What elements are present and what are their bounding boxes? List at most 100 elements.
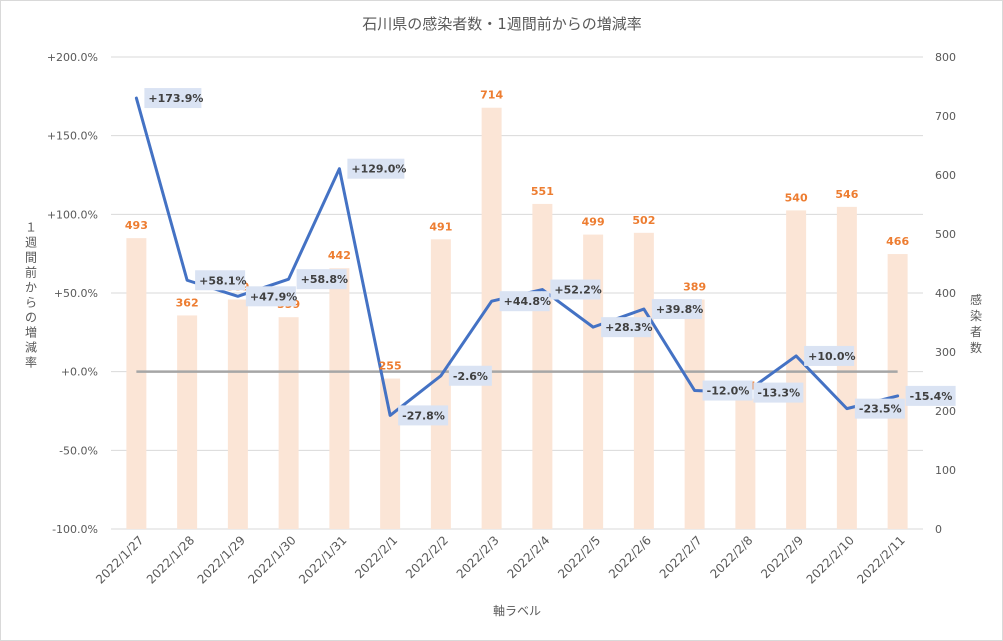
line-data-label: +129.0% [351,163,406,176]
bar [633,232,654,529]
line-label-box [195,270,246,291]
x-tick-label: 2022/1/28 [144,533,197,586]
x-tick-label: 2022/2/7 [657,533,705,581]
axis-title-char: 週 [25,236,37,250]
x-tick-label: 2022/1/30 [245,533,298,586]
axis-title-char: 増 [25,326,37,340]
right-axis-title: 感染者数 [970,292,982,355]
line-data-label: +47.9% [250,290,297,303]
x-axis-ticks: 2022/1/272022/1/282022/1/292022/1/302022… [93,533,908,586]
bar [786,210,807,529]
line-data-label-group: +52.2% [550,279,602,300]
bar [380,378,401,529]
line-data-label-group: +58.8% [296,269,348,290]
axis-title-char: 率 [25,355,37,370]
line-data-label: +173.9% [148,92,203,105]
axis-title-char: 数 [970,340,982,355]
line-label-box [702,380,753,401]
left-tick-label: -100.0% [52,523,98,536]
line-path [134,96,900,417]
line-data-label: +39.8% [656,303,703,316]
line-label-box [245,286,296,307]
line-data-label: +58.8% [301,273,348,286]
x-tick-label: 2022/2/1 [352,533,400,581]
line-series [134,96,900,417]
right-tick-label: 300 [935,346,956,359]
line-data-label-group: -15.4% [905,385,956,406]
left-tick-label: +100.0% [47,208,98,221]
line-data-label-group: +173.9% [144,88,203,109]
line-data-label: +58.1% [199,274,246,287]
line-data-label-group: +39.8% [651,299,703,320]
line-data-label-group: -13.3% [753,382,804,403]
line-label-box [347,158,405,179]
bar [126,238,147,529]
line-data-label: -13.3% [757,387,800,400]
right-tick-label: 400 [935,287,956,300]
bar-series [126,107,908,530]
x-axis-title: 軸ラベル [493,604,541,618]
bar-data-label: 540 [785,191,808,204]
line-data-labels: +173.9% +58.1% +47.9% +58.8% +129.0% -27.8% -2… [144,88,956,426]
bar-data-label: 255 [379,360,402,373]
bar [532,203,553,529]
left-tick-label: +0.0% [61,366,98,379]
bar [329,268,350,529]
bar [430,239,451,529]
x-tick-label: 2022/1/27 [93,533,146,586]
line-label-box [550,279,601,300]
chart-title: 石川県の感染者数・1週間前からの増減率 [362,15,642,33]
line-label-box [905,385,956,406]
bar [481,107,502,530]
line-label-box [144,88,202,109]
bar-data-label: 546 [835,188,858,201]
bar [583,234,604,529]
left-tick-label: +200.0% [47,51,98,64]
line-label-box [804,345,855,366]
right-tick-label: 100 [935,464,956,477]
line-label-box [854,398,905,419]
line-data-label-group: -2.6% [448,365,492,386]
line-data-label: +28.3% [605,321,652,334]
bar [177,315,198,529]
line-label-box [448,365,492,386]
bar-data-label: 499 [582,216,605,229]
left-tick-label: +50.0% [54,287,98,300]
axis-title-char: 間 [25,251,37,265]
x-tick-label: 2022/2/2 [403,533,451,581]
bar-data-label: 466 [886,235,909,248]
bar [887,254,908,529]
left-tick-label: +150.0% [47,130,98,143]
axis-title-char: ら [25,296,37,310]
x-tick-label: 2022/2/11 [854,533,907,586]
bar-data-label: 551 [531,185,554,198]
right-tick-label: 600 [935,169,956,182]
x-tick-label: 2022/2/3 [454,533,502,581]
bar [836,206,857,530]
line-data-label: +10.0% [808,350,855,363]
line-label-box [499,291,550,312]
line-label-box [753,382,804,403]
line-label-box [651,299,702,320]
x-tick-label: 2022/2/6 [606,533,654,581]
line-data-label: -23.5% [859,403,902,416]
bar-data-label: 491 [429,220,452,233]
bar-data-label: 362 [176,296,199,309]
axis-title-char: の [25,311,37,325]
axis-title-char: 前 [25,265,37,280]
right-tick-label: 700 [935,110,956,123]
line-data-label-group: -27.8% [398,405,449,426]
line-data-label-group: +47.9% [245,286,297,307]
line-data-label: -2.6% [453,370,488,383]
line-data-label-group: +44.8% [499,291,551,312]
right-tick-label: 0 [935,523,942,536]
x-tick-label: 2022/2/9 [758,533,806,581]
bar-data-label: 714 [480,89,503,102]
left-axis-ticks: +200.0% +150.0% +100.0% +50.0% +0.0% -50.0% -1… [47,51,98,536]
line-data-label: +44.8% [504,295,551,308]
x-tick-label: 2022/2/8 [707,533,755,581]
left-axis-title: １週間前からの増減率 [25,221,37,370]
line-data-label-group: +129.0% [347,158,406,179]
